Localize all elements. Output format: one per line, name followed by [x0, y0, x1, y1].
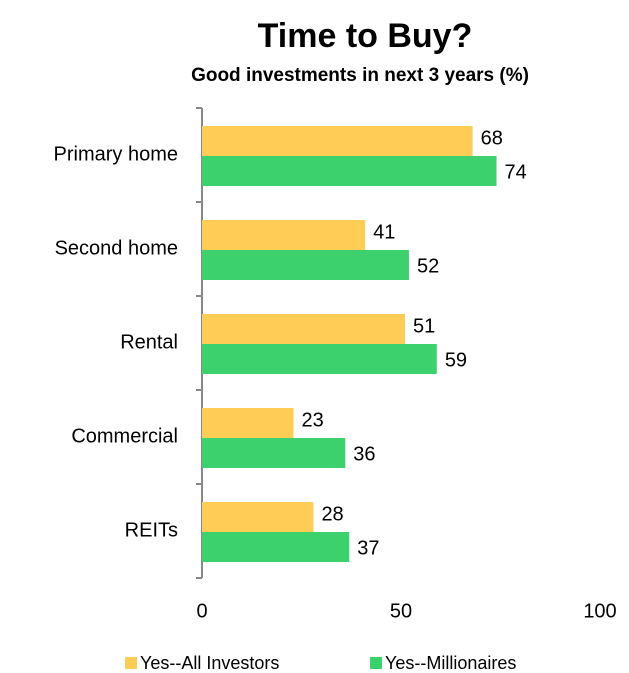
y-tick-label: Second home — [55, 237, 178, 259]
x-tick-label: 50 — [390, 600, 412, 622]
value-label: 37 — [357, 537, 379, 559]
y-tick-label: Primary home — [54, 143, 178, 165]
bar — [202, 126, 473, 156]
bar — [202, 220, 366, 250]
y-tick-label: REITs — [125, 519, 178, 541]
x-tick-label: 0 — [196, 600, 207, 622]
value-label: 28 — [321, 503, 343, 525]
value-label: 23 — [302, 409, 324, 431]
y-tick-label: Commercial — [71, 425, 178, 447]
bar — [202, 502, 314, 532]
bar — [202, 532, 350, 562]
legend-label: Yes--All Investors — [140, 653, 279, 673]
legend-swatch — [125, 657, 137, 669]
value-label: 51 — [413, 315, 435, 337]
legend-swatch — [370, 657, 382, 669]
bar — [202, 314, 405, 344]
bar — [202, 344, 437, 374]
chart-subtitle: Good investments in next 3 years (%) — [191, 65, 529, 86]
value-label: 41 — [373, 221, 395, 243]
x-tick-label: 100 — [583, 600, 616, 622]
bar — [202, 438, 346, 468]
value-label: 59 — [445, 349, 467, 371]
value-label: 36 — [353, 443, 375, 465]
bar — [202, 156, 497, 186]
chart-title: Time to Buy? — [258, 17, 473, 55]
value-label: 68 — [481, 127, 503, 149]
y-tick-label: Rental — [120, 331, 178, 353]
bar — [202, 408, 294, 438]
value-label: 52 — [417, 255, 439, 277]
value-label: 74 — [505, 161, 527, 183]
bar — [202, 250, 409, 280]
legend-label: Yes--Millionaires — [385, 653, 516, 673]
